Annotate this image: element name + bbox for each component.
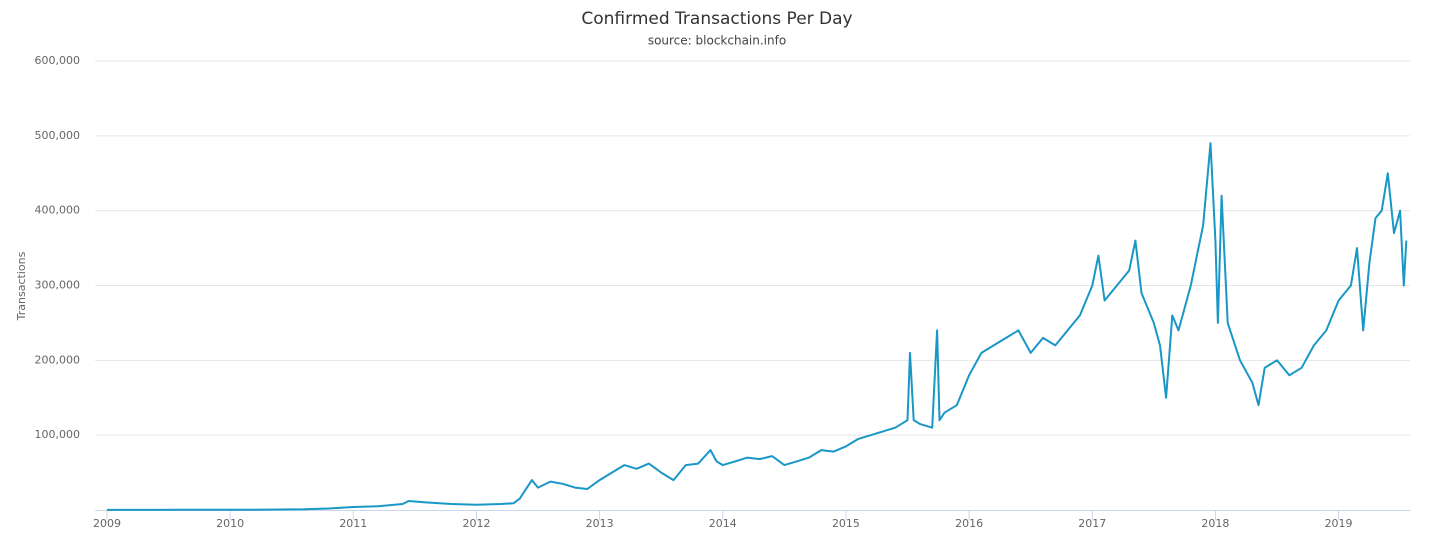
x-tick-label: 2019 xyxy=(1325,517,1353,530)
y-tick-label: 600,000 xyxy=(35,54,81,67)
chart-title: Confirmed Transactions Per Day xyxy=(581,9,852,29)
x-tick-label: 2009 xyxy=(93,517,121,530)
y-tick-label: 200,000 xyxy=(35,353,81,366)
y-axis-label: Transactions xyxy=(15,251,28,321)
x-tick-label: 2013 xyxy=(586,517,614,530)
y-tick-label: 300,000 xyxy=(35,279,81,292)
y-tick-label: 400,000 xyxy=(35,204,81,217)
x-tick-label: 2011 xyxy=(339,517,367,530)
x-tick-label: 2010 xyxy=(216,517,244,530)
x-tick-label: 2015 xyxy=(832,517,860,530)
data-line xyxy=(107,142,1408,511)
chart-subtitle: source: blockchain.info xyxy=(648,34,786,48)
x-tick-label: 2014 xyxy=(709,517,737,530)
x-tick-label: 2016 xyxy=(955,517,983,530)
y-tick-label: 500,000 xyxy=(35,129,81,142)
x-tick-label: 2018 xyxy=(1201,517,1229,530)
x-tick-label: 2017 xyxy=(1078,517,1106,530)
y-tick-label: 100,000 xyxy=(35,428,81,441)
x-tick-label: 2012 xyxy=(462,517,490,530)
